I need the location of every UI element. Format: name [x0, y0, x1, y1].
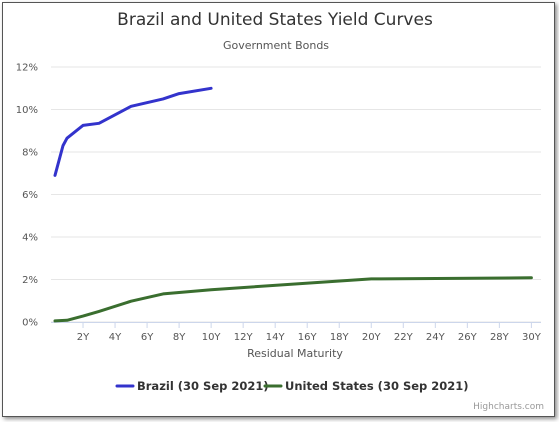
chart-title: Brazil and United States Yield Curves	[117, 10, 433, 30]
series-line-0[interactable]	[53, 86, 213, 177]
x-tick-label: 28Y	[490, 332, 510, 343]
x-tick-label: 2Y	[77, 332, 90, 343]
credits-link[interactable]: Highcharts.com	[473, 402, 544, 412]
y-tick-label: 8%	[22, 148, 38, 159]
x-tick-label: 12Y	[234, 332, 254, 343]
legend-item-1[interactable]: United States (30 Sep 2021)	[285, 379, 469, 393]
y-tick-label: 12%	[16, 63, 38, 74]
x-tick-label: 8Y	[173, 332, 186, 343]
y-tick-label: 0%	[22, 318, 38, 329]
x-tick-label: 10Y	[202, 332, 222, 343]
x-tick-label: 14Y	[266, 332, 286, 343]
x-tick-label: 16Y	[298, 332, 318, 343]
y-tick-label: 10%	[16, 105, 38, 116]
x-tick-labels: 2Y 4Y 6Y 8Y 10Y 12Y 14Y 16Y 18Y 20Y 22Y 24Y 26Y 28Y 30…	[77, 322, 542, 343]
y-tick-label: 4%	[22, 233, 38, 244]
x-tick-label: 26Y	[458, 332, 478, 343]
y-tick-labels: 0% 2% 4% 6% 8% 10% 12%	[16, 63, 38, 329]
chart-frame	[2, 2, 555, 417]
series-layer	[53, 86, 533, 323]
y-tick-label: 6%	[22, 190, 38, 201]
x-tick-label: 22Y	[394, 332, 414, 343]
x-tick-label: 18Y	[330, 332, 350, 343]
x-tick-label: 6Y	[141, 332, 154, 343]
y-tick-label: 2%	[22, 275, 38, 286]
chart-subtitle: Government Bonds	[223, 39, 329, 52]
x-tick-label: 30Y	[522, 332, 542, 343]
x-tick-label: 4Y	[109, 332, 122, 343]
x-tick-label: 24Y	[426, 332, 446, 343]
legend-item-0[interactable]: Brazil (30 Sep 2021)	[137, 379, 269, 393]
series-line-1[interactable]	[53, 276, 533, 323]
x-tick-label: 20Y	[362, 332, 382, 343]
x-axis-title: Residual Maturity	[247, 347, 343, 360]
legend: Brazil (30 Sep 2021) United States (30 Se…	[115, 379, 469, 393]
